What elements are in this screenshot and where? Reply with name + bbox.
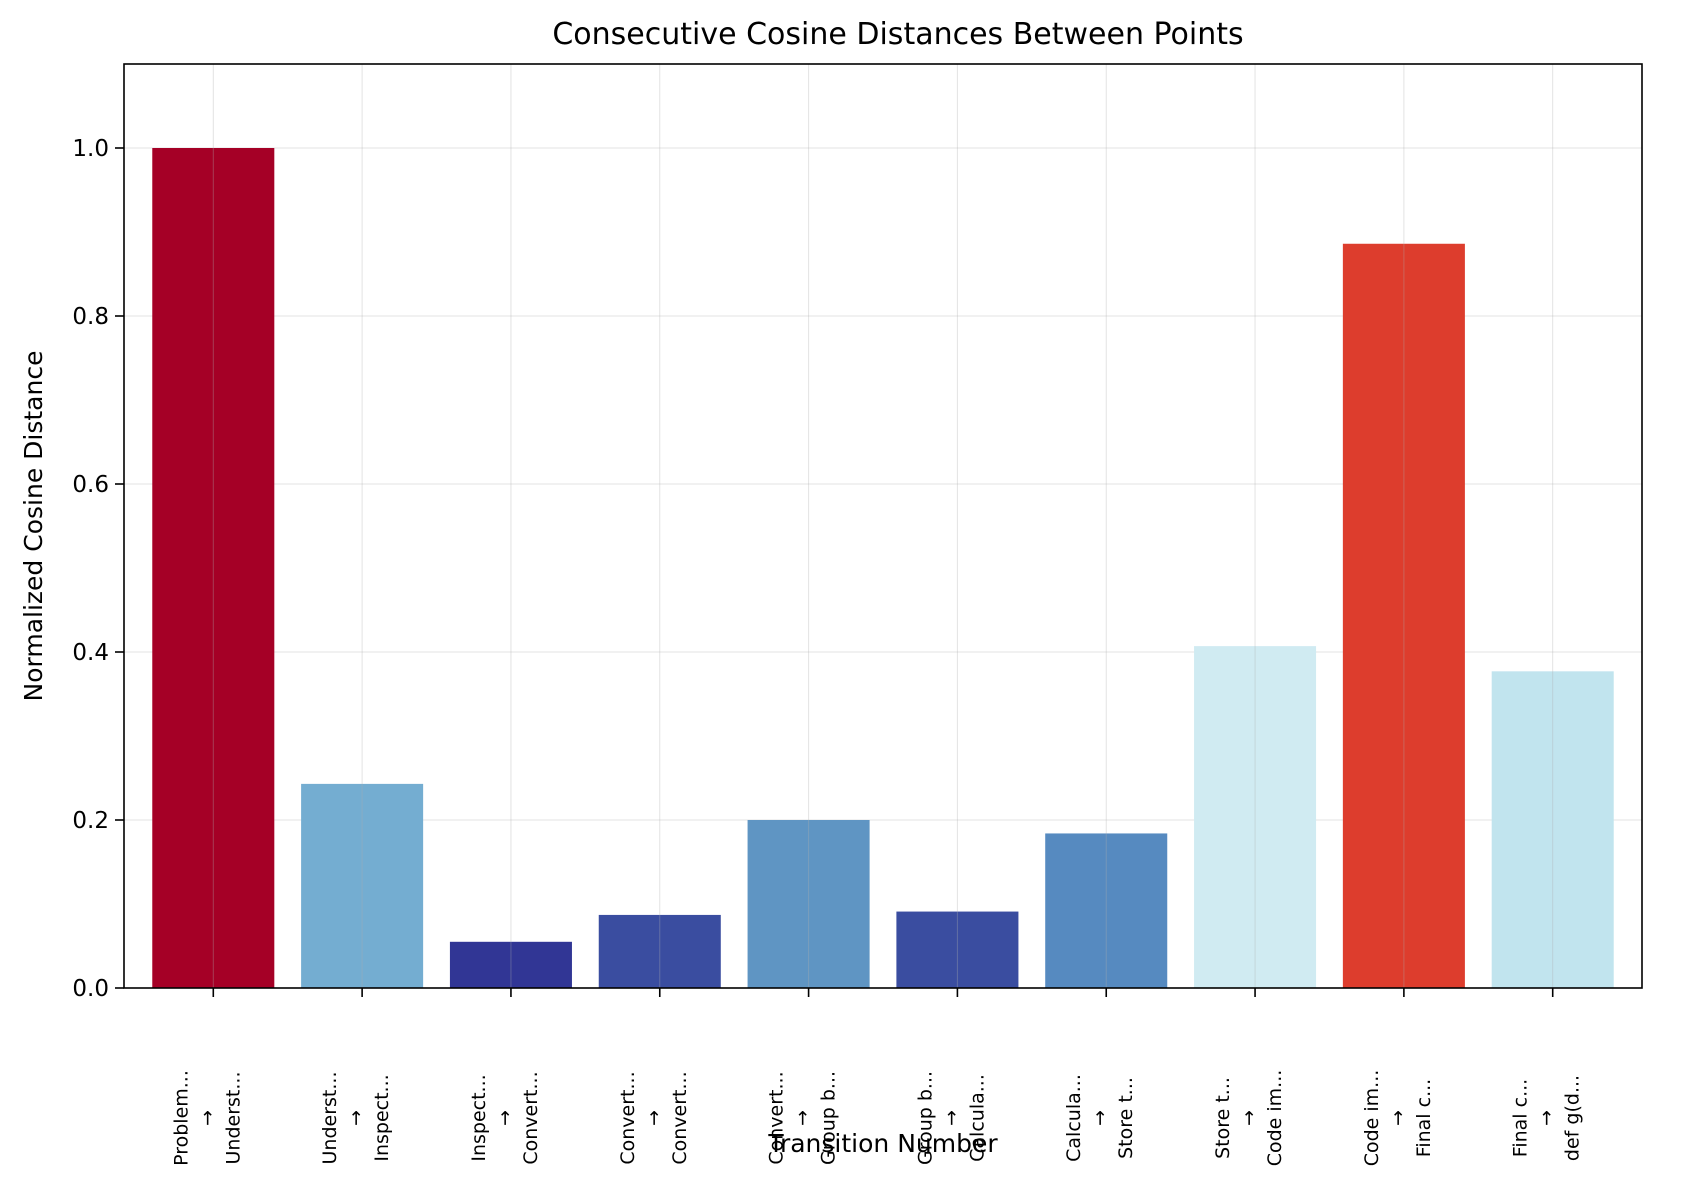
x-tick-label-to: Inspect... — [371, 1074, 393, 1161]
x-tick-label-from: Store t... — [1212, 1077, 1234, 1159]
x-tick-label: Convert... → Group b... — [766, 1071, 840, 1165]
x-tick-label-from: Convert... — [766, 1071, 788, 1164]
x-tick-label-to: Store t... — [1115, 1077, 1137, 1159]
y-tick-label: 0.8 — [72, 304, 109, 330]
bars — [152, 148, 1614, 988]
grid-overlay — [212, 64, 1554, 988]
x-tick-label-from: Calcula... — [1063, 1074, 1085, 1162]
x-tick-label-from: Group b... — [914, 1071, 936, 1165]
x-tick-label-arrow: → — [345, 1110, 367, 1126]
x-tick-label-arrow: → — [1387, 1110, 1409, 1126]
bar — [1342, 243, 1465, 988]
x-tick-label-arrow: → — [940, 1110, 962, 1126]
x-tick-label: Code im... → Final c... — [1361, 1070, 1435, 1167]
x-tick-label-to: Final c... — [1413, 1079, 1435, 1157]
x-tick-label-to: Group b... — [818, 1071, 840, 1165]
x-tick-label: Problem... → Underst... — [170, 1070, 244, 1166]
bar — [152, 148, 275, 988]
x-tick-label-arrow: → — [1536, 1110, 1558, 1126]
x-tick-label: Underst... → Inspect... — [319, 1072, 393, 1165]
x-tick-label-from: Final c... — [1510, 1079, 1532, 1157]
x-tick-label-to: Code im... — [1264, 1070, 1286, 1167]
x-tick-label: Calcula... → Store t... — [1063, 1074, 1137, 1162]
x-tick-label-from: Convert... — [617, 1071, 639, 1164]
x-tick-label-arrow: → — [1238, 1110, 1260, 1126]
bar — [1491, 671, 1614, 988]
x-tick-label: Convert... → Convert... — [617, 1071, 691, 1164]
x-tick-label: Final c... → def g(d... — [1510, 1075, 1584, 1161]
y-tick-label: 0.2 — [72, 808, 109, 834]
x-tick-label-arrow: → — [196, 1110, 218, 1126]
chart-title: Consecutive Cosine Distances Between Poi… — [552, 17, 1243, 52]
y-axis-label: Normalized Cosine Distance — [19, 351, 48, 702]
y-tick-label: 0.0 — [72, 976, 109, 1002]
x-tick-label-arrow: → — [494, 1110, 516, 1126]
x-tick-label-arrow: → — [1089, 1110, 1111, 1126]
x-axis-ticks: Problem... → Underst... Underst... → Inspect.… — [170, 988, 1584, 1167]
y-tick-label: 0.4 — [72, 640, 109, 666]
x-tick-label-arrow: → — [643, 1110, 665, 1126]
x-tick-label-from: Code im... — [1361, 1070, 1383, 1167]
bar — [598, 914, 721, 988]
y-tick-label: 0.6 — [72, 472, 109, 498]
bar — [1045, 833, 1168, 988]
x-tick-label-from: Underst... — [319, 1072, 341, 1165]
x-tick-label-to: Underst... — [222, 1072, 244, 1165]
bar — [896, 911, 1019, 988]
x-tick-label: Group b... → Calcula... — [914, 1071, 988, 1165]
bar — [1194, 646, 1317, 988]
bar — [449, 941, 572, 988]
x-tick-label-to: def g(d... — [1562, 1075, 1584, 1161]
x-axis-label: Transition Number — [767, 1129, 998, 1158]
x-tick-label: Store t... → Code im... — [1212, 1070, 1286, 1167]
x-tick-label-from: Inspect... — [468, 1074, 490, 1161]
bar — [747, 820, 870, 988]
x-tick-label: Inspect... → Convert... — [468, 1071, 542, 1164]
x-tick-label-to: Convert... — [669, 1071, 691, 1164]
bar — [301, 783, 424, 988]
x-tick-label-arrow: → — [792, 1110, 814, 1126]
plot-area-frame — [123, 63, 1643, 989]
y-axis-ticks: 0.0 0.2 0.4 0.6 0.8 1.0 — [72, 136, 124, 1002]
x-tick-label-to: Convert... — [520, 1071, 542, 1164]
x-tick-label-from: Problem... — [170, 1070, 192, 1166]
x-tick-label-to: Calcula... — [966, 1074, 988, 1162]
y-tick-label: 1.0 — [72, 136, 109, 162]
